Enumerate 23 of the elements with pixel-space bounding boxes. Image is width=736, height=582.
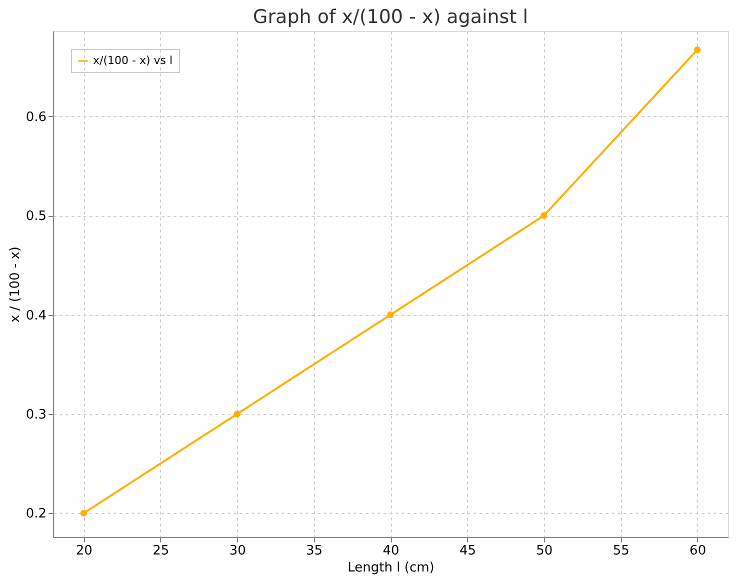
point: [694, 46, 701, 54]
y-axis-title: x / (100 - x): [8, 246, 23, 322]
y-tick-label: 0.2: [26, 506, 46, 522]
x-tick-label: 25: [152, 544, 170, 558]
y-tick-label: 0.6: [26, 110, 46, 125]
x-tick-label: 30: [229, 544, 246, 558]
point: [387, 311, 394, 318]
y-tick-label: 0.3: [26, 407, 46, 422]
x-tick-label: 55: [612, 544, 630, 558]
point: [234, 410, 240, 418]
point: [80, 510, 88, 517]
y-tick-label: 0.4: [26, 308, 46, 324]
x-tick-label: 50: [536, 544, 553, 558]
x-tick-label: 45: [459, 544, 476, 558]
chart-title: Graph of x/(100 - x) against l: [253, 6, 528, 28]
y-tick-label: 0.5: [26, 209, 46, 224]
point: [540, 212, 548, 219]
x-tick-label: 35: [306, 544, 323, 558]
x-axis-title: Length l (cm): [348, 560, 434, 576]
x-tick-label: 40: [382, 544, 400, 558]
legend-label: x/(100 - x) vs l: [93, 54, 173, 67]
x-tick-label: 60: [690, 544, 706, 558]
x-tick-label: 20: [76, 544, 92, 558]
